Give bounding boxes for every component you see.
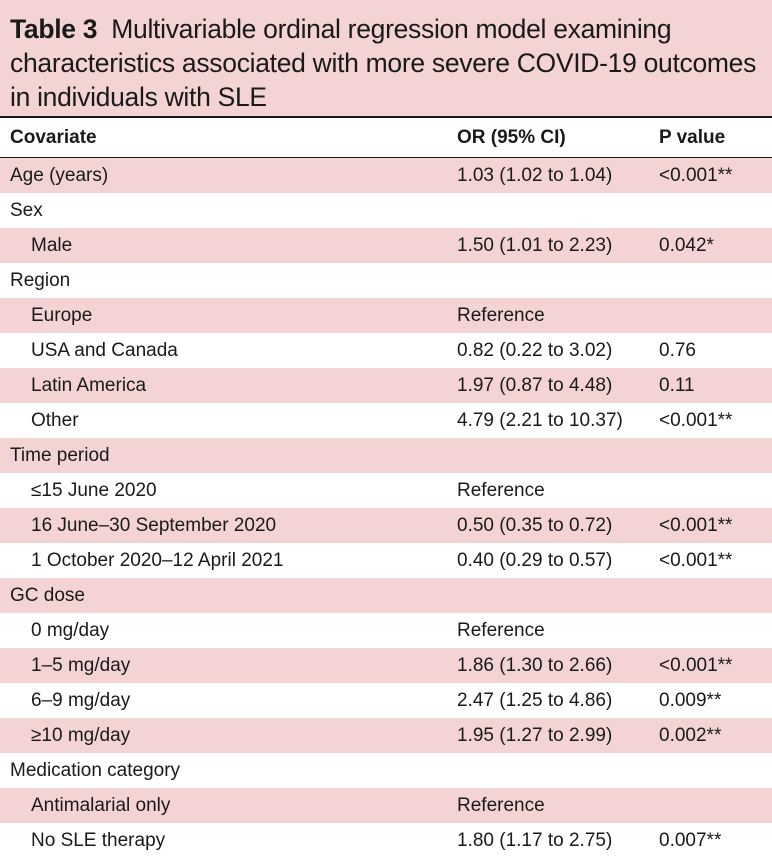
table-row: Male 1.50 (1.01 to 2.23) 0.042*: [0, 228, 772, 263]
table-row: 1 October 2020–12 April 2021 0.40 (0.29 t…: [0, 543, 772, 578]
table-caption: Multivariable ordinal regression model e…: [10, 14, 757, 112]
or-ci-cell: 1.80 (1.17 to 2.75): [457, 829, 613, 851]
covariate-cell: No SLE therapy: [31, 829, 166, 851]
p-value-cell: 0.11: [659, 374, 695, 396]
table-row: Europe Reference: [0, 298, 772, 333]
covariate-cell: 6–9 mg/day: [31, 689, 131, 711]
table-row: 16 June–30 September 2020 0.50 (0.35 to 0…: [0, 508, 772, 543]
column-header-covariate: Covariate: [10, 126, 97, 148]
table-row: GC dose: [0, 578, 772, 613]
covariate-cell: Medication category: [10, 759, 181, 781]
or-ci-cell: 4.79 (2.21 to 10.37): [457, 409, 623, 431]
table-row: 0 mg/day Reference: [0, 613, 772, 648]
p-value-cell: 0.042*: [659, 234, 714, 256]
covariate-cell: Other: [31, 409, 79, 431]
covariate-cell: 0 mg/day: [31, 619, 110, 641]
covariate-cell: Sex: [10, 199, 43, 221]
or-ci-cell: 2.47 (1.25 to 4.86): [457, 689, 613, 711]
or-ci-cell: 0.40 (0.29 to 0.57): [457, 549, 613, 571]
table-row: Other 4.79 (2.21 to 10.37) <0.001**: [0, 403, 772, 438]
covariate-cell: Male: [31, 234, 73, 256]
table-row: Region: [0, 263, 772, 298]
covariate-cell: ≤15 June 2020: [31, 479, 157, 501]
table-body: Age (years) 1.03 (1.02 to 1.04) <0.001** Se…: [0, 158, 772, 858]
covariate-cell: 1 October 2020–12 April 2021: [31, 549, 284, 571]
covariate-cell: GC dose: [10, 584, 85, 606]
table-row: Latin America 1.97 (0.87 to 4.48) 0.11: [0, 368, 772, 403]
p-value-cell: 0.76: [659, 339, 696, 361]
covariate-cell: ≥10 mg/day: [31, 724, 131, 746]
covariate-cell: Region: [10, 269, 71, 291]
covariate-cell: 1–5 mg/day: [31, 654, 131, 676]
p-value-cell: <0.001**: [659, 514, 733, 536]
p-value-cell: 0.009**: [659, 689, 722, 711]
p-value-cell: <0.001**: [659, 549, 733, 571]
table-header-row: Covariate OR (95% CI) P value: [0, 116, 772, 158]
p-value-cell: <0.001**: [659, 164, 733, 186]
or-ci-cell: Reference: [457, 479, 545, 501]
or-ci-cell: 1.03 (1.02 to 1.04): [457, 164, 613, 186]
table-row: 6–9 mg/day 2.47 (1.25 to 4.86) 0.009**: [0, 683, 772, 718]
covariate-cell: Europe: [31, 304, 93, 326]
table-label: Table 3: [10, 14, 98, 44]
covariate-cell: USA and Canada: [31, 339, 178, 361]
covariate-cell: Latin America: [31, 374, 147, 396]
table-row: USA and Canada 0.82 (0.22 to 3.02) 0.76: [0, 333, 772, 368]
table-row: Medication category: [0, 753, 772, 788]
table-row: ≤15 June 2020 Reference: [0, 473, 772, 508]
p-value-cell: 0.002**: [659, 724, 722, 746]
covariate-cell: Time period: [10, 444, 110, 466]
table-row: Age (years) 1.03 (1.02 to 1.04) <0.001**: [0, 158, 772, 193]
covariate-cell: 16 June–30 September 2020: [31, 514, 277, 536]
table-row: ≥10 mg/day 1.95 (1.27 to 2.99) 0.002**: [0, 718, 772, 753]
or-ci-cell: 0.50 (0.35 to 0.72): [457, 514, 613, 536]
or-ci-cell: 1.86 (1.30 to 2.66): [457, 654, 613, 676]
or-ci-cell: Reference: [457, 304, 545, 326]
column-header-p-value: P value: [659, 126, 726, 148]
or-ci-cell: 1.97 (0.87 to 4.48): [457, 374, 613, 396]
or-ci-cell: 1.95 (1.27 to 2.99): [457, 724, 613, 746]
table-title: Table 3 Multivariable ordinal regression …: [0, 0, 772, 116]
or-ci-cell: 0.82 (0.22 to 3.02): [457, 339, 613, 361]
or-ci-cell: 1.50 (1.01 to 2.23): [457, 234, 613, 256]
table-row: Antimalarial only Reference: [0, 788, 772, 823]
table-row: 1–5 mg/day 1.86 (1.30 to 2.66) <0.001**: [0, 648, 772, 683]
p-value-cell: 0.007**: [659, 829, 722, 851]
table-row: Time period: [0, 438, 772, 473]
or-ci-cell: Reference: [457, 619, 545, 641]
or-ci-cell: Reference: [457, 794, 545, 816]
column-header-or: OR (95% CI): [457, 126, 566, 148]
table-row: Sex: [0, 193, 772, 228]
table-row: No SLE therapy 1.80 (1.17 to 2.75) 0.007**: [0, 823, 772, 858]
covariate-cell: Antimalarial only: [31, 794, 171, 816]
covariate-cell: Age (years): [10, 164, 109, 186]
p-value-cell: <0.001**: [659, 654, 733, 676]
p-value-cell: <0.001**: [659, 409, 733, 431]
